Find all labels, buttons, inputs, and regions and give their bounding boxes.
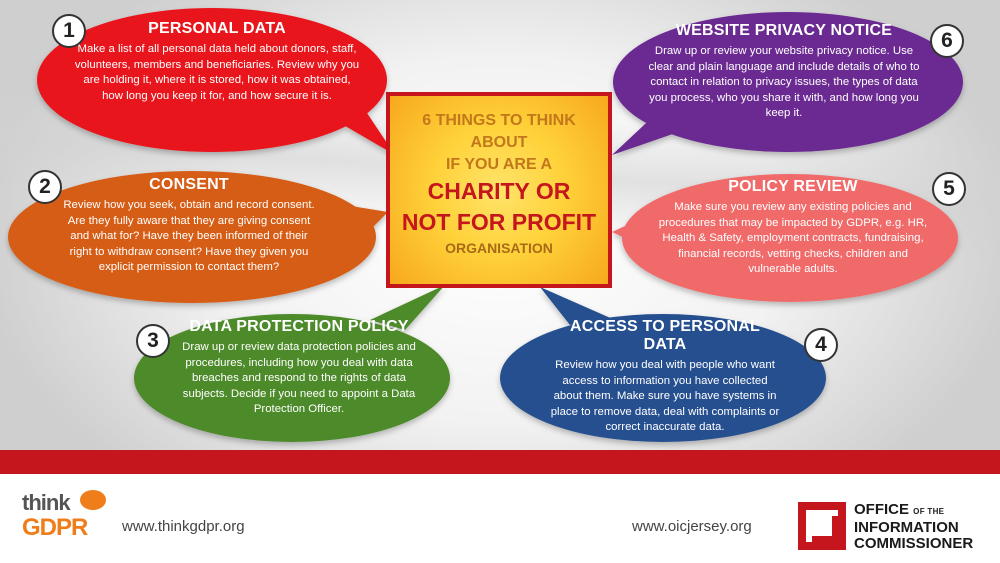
bubble-2-title: CONSENT	[149, 176, 229, 193]
center-headline-box: 6 THINGS TO THINK ABOUT IF YOU ARE A CHA…	[386, 92, 612, 288]
bubble-access-to-personal-data	[500, 287, 826, 442]
think-logo-line2: GDPR	[22, 514, 88, 541]
bubble-4-title: ACCESS TO PERSONAL DATA	[570, 318, 760, 353]
bubble-1-body: Make a list of all personal data held ab…	[74, 43, 360, 102]
headline-line3: IF YOU ARE A	[445, 156, 553, 173]
think-gdpr-logo: think GDPR	[22, 490, 114, 550]
footer-red-bar	[0, 450, 1000, 474]
bubble-5-text: POLICY REVIEW Make sure you review any e…	[658, 178, 928, 278]
headline-line1: 6 THINGS TO THINK	[422, 112, 576, 129]
bubble-shapes	[8, 8, 963, 442]
oic-line1-sup: OF THE	[913, 507, 945, 516]
headline-big2: NOT FOR PROFIT	[401, 209, 597, 235]
number-badge-4: 4	[804, 328, 838, 362]
headline-line2: ABOUT	[470, 134, 528, 151]
number-badge-5: 5	[932, 172, 966, 206]
think-logo-line1: think	[22, 490, 71, 515]
bubble-4-body: Review how you deal with people who want…	[550, 359, 780, 434]
bubble-6-body: Draw up or review your website privacy n…	[648, 45, 920, 120]
oic-line1: OFFICE	[854, 501, 909, 518]
bubble-2-text: CONSENT Review how you seek, obtain and …	[58, 176, 320, 276]
number-badge-2: 2	[28, 170, 62, 204]
bubble-5-body: Make sure you review any existing polici…	[658, 201, 928, 276]
thinkgdpr-link[interactable]: www.thinkgdpr.org	[122, 518, 245, 535]
bubble-data-protection-policy	[134, 285, 450, 442]
oicjersey-link[interactable]: www.oicjersey.org	[632, 518, 752, 535]
bubble-3-body: Draw up or review data protection polici…	[182, 341, 416, 416]
bubble-6-text: WEBSITE PRIVACY NOTICE Draw up or review…	[648, 22, 920, 122]
oic-logo-mark	[798, 502, 846, 550]
oic-logo-text: OFFICE OF THE INFORMATION COMMISSIONER	[854, 502, 973, 552]
bubble-4-text: ACCESS TO PERSONAL DATA Review how you d…	[550, 318, 780, 436]
headline-big1: CHARITY OR	[427, 178, 571, 204]
oic-line3: COMMISSIONER	[854, 535, 974, 552]
bubble-policy-review	[612, 174, 958, 302]
bubble-personal-data	[37, 8, 395, 155]
bubble-1-title: PERSONAL DATA	[148, 20, 286, 37]
headline-line4: ORGANISATION	[445, 240, 553, 256]
number-badge-3: 3	[136, 324, 170, 358]
bubble-3-text: DATA PROTECTION POLICY Draw up or review…	[178, 318, 420, 418]
number-badge-1: 1	[52, 14, 86, 48]
bubble-1-text: PERSONAL DATA Make a list of all persona…	[72, 20, 362, 104]
number-badge-6: 6	[930, 24, 964, 58]
bubble-website-privacy-notice	[612, 12, 963, 155]
oic-line2: INFORMATION	[854, 519, 959, 536]
cloud-icon	[80, 490, 106, 510]
bubble-5-title: POLICY REVIEW	[728, 178, 858, 195]
bubble-2-body: Review how you seek, obtain and record c…	[63, 199, 315, 274]
bubble-3-title: DATA PROTECTION POLICY	[189, 318, 409, 335]
bubble-consent	[8, 171, 388, 303]
bubble-6-title: WEBSITE PRIVACY NOTICE	[675, 22, 893, 39]
